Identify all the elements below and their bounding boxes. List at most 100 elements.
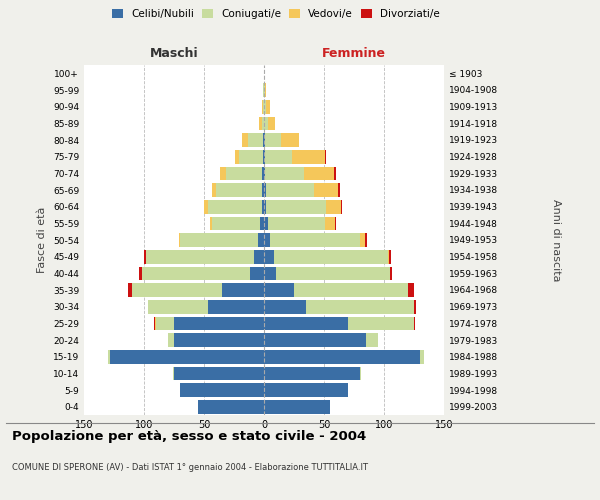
Bar: [274, 250, 388, 264]
Bar: [262, 200, 264, 213]
Bar: [263, 100, 264, 114]
Bar: [264, 350, 420, 364]
Bar: [408, 283, 414, 297]
Bar: [268, 116, 275, 130]
Y-axis label: Fasce di età: Fasce di età: [37, 207, 47, 273]
Bar: [414, 316, 415, 330]
Bar: [156, 316, 174, 330]
Bar: [420, 350, 424, 364]
Bar: [179, 233, 180, 247]
Bar: [326, 200, 341, 213]
Bar: [174, 366, 264, 380]
Bar: [270, 233, 360, 247]
Bar: [294, 283, 408, 297]
Bar: [128, 283, 132, 297]
Bar: [180, 233, 258, 247]
Bar: [212, 183, 216, 197]
Bar: [260, 216, 264, 230]
Bar: [174, 316, 264, 330]
Text: COMUNE DI SPERONE (AV) - Dati ISTAT 1° gennaio 2004 - Elaborazione TUTTITALIA.IT: COMUNE DI SPERONE (AV) - Dati ISTAT 1° g…: [12, 462, 368, 471]
Bar: [264, 316, 348, 330]
Bar: [264, 133, 265, 147]
Bar: [264, 116, 268, 130]
Bar: [239, 150, 263, 164]
Bar: [235, 150, 239, 164]
Bar: [265, 150, 292, 164]
Bar: [258, 233, 264, 247]
Bar: [208, 300, 264, 314]
Bar: [168, 333, 174, 347]
Bar: [265, 166, 304, 180]
Bar: [263, 83, 264, 97]
Bar: [262, 166, 264, 180]
Bar: [264, 250, 274, 264]
Bar: [264, 383, 348, 397]
Bar: [263, 133, 264, 147]
Bar: [198, 400, 264, 413]
Bar: [341, 200, 342, 213]
Bar: [132, 283, 222, 297]
Bar: [146, 250, 254, 264]
Bar: [264, 300, 306, 314]
Bar: [281, 133, 299, 147]
Bar: [154, 316, 155, 330]
Bar: [389, 250, 391, 264]
Bar: [110, 350, 264, 364]
Bar: [263, 150, 264, 164]
Bar: [414, 300, 416, 314]
Bar: [348, 316, 414, 330]
Bar: [335, 216, 336, 230]
Bar: [306, 300, 414, 314]
Bar: [144, 250, 146, 264]
Bar: [266, 183, 314, 197]
Bar: [264, 183, 266, 197]
Bar: [366, 333, 378, 347]
Text: Popolazione per età, sesso e stato civile - 2004: Popolazione per età, sesso e stato civil…: [12, 430, 366, 443]
Bar: [254, 250, 264, 264]
Bar: [248, 133, 263, 147]
Bar: [174, 333, 264, 347]
Bar: [292, 150, 325, 164]
Bar: [266, 100, 270, 114]
Bar: [142, 266, 250, 280]
Bar: [264, 233, 270, 247]
Bar: [210, 216, 212, 230]
Bar: [334, 166, 336, 180]
Bar: [180, 383, 264, 397]
Bar: [304, 166, 334, 180]
Bar: [264, 166, 265, 180]
Bar: [265, 133, 281, 147]
Bar: [268, 216, 325, 230]
Bar: [264, 200, 266, 213]
Bar: [264, 83, 265, 97]
Bar: [108, 350, 110, 364]
Bar: [204, 200, 208, 213]
Bar: [338, 183, 340, 197]
Bar: [388, 250, 389, 264]
Bar: [173, 366, 174, 380]
Bar: [264, 283, 294, 297]
Bar: [155, 316, 156, 330]
Bar: [262, 116, 264, 130]
Bar: [264, 266, 276, 280]
Bar: [148, 300, 208, 314]
Bar: [325, 150, 326, 164]
Bar: [216, 183, 262, 197]
Bar: [390, 266, 392, 280]
Bar: [325, 216, 335, 230]
Bar: [265, 83, 266, 97]
Bar: [276, 266, 390, 280]
Legend: Celibi/Nubili, Coniugati/e, Vedovi/e, Divorziati/e: Celibi/Nubili, Coniugati/e, Vedovi/e, Di…: [108, 5, 444, 24]
Bar: [360, 233, 365, 247]
Bar: [262, 183, 264, 197]
Bar: [264, 150, 265, 164]
Bar: [259, 116, 262, 130]
Bar: [264, 100, 266, 114]
Bar: [264, 400, 330, 413]
Y-axis label: Anni di nascita: Anni di nascita: [551, 198, 560, 281]
Bar: [266, 200, 326, 213]
Bar: [365, 233, 367, 247]
Bar: [139, 266, 142, 280]
Bar: [264, 366, 360, 380]
Bar: [250, 266, 264, 280]
